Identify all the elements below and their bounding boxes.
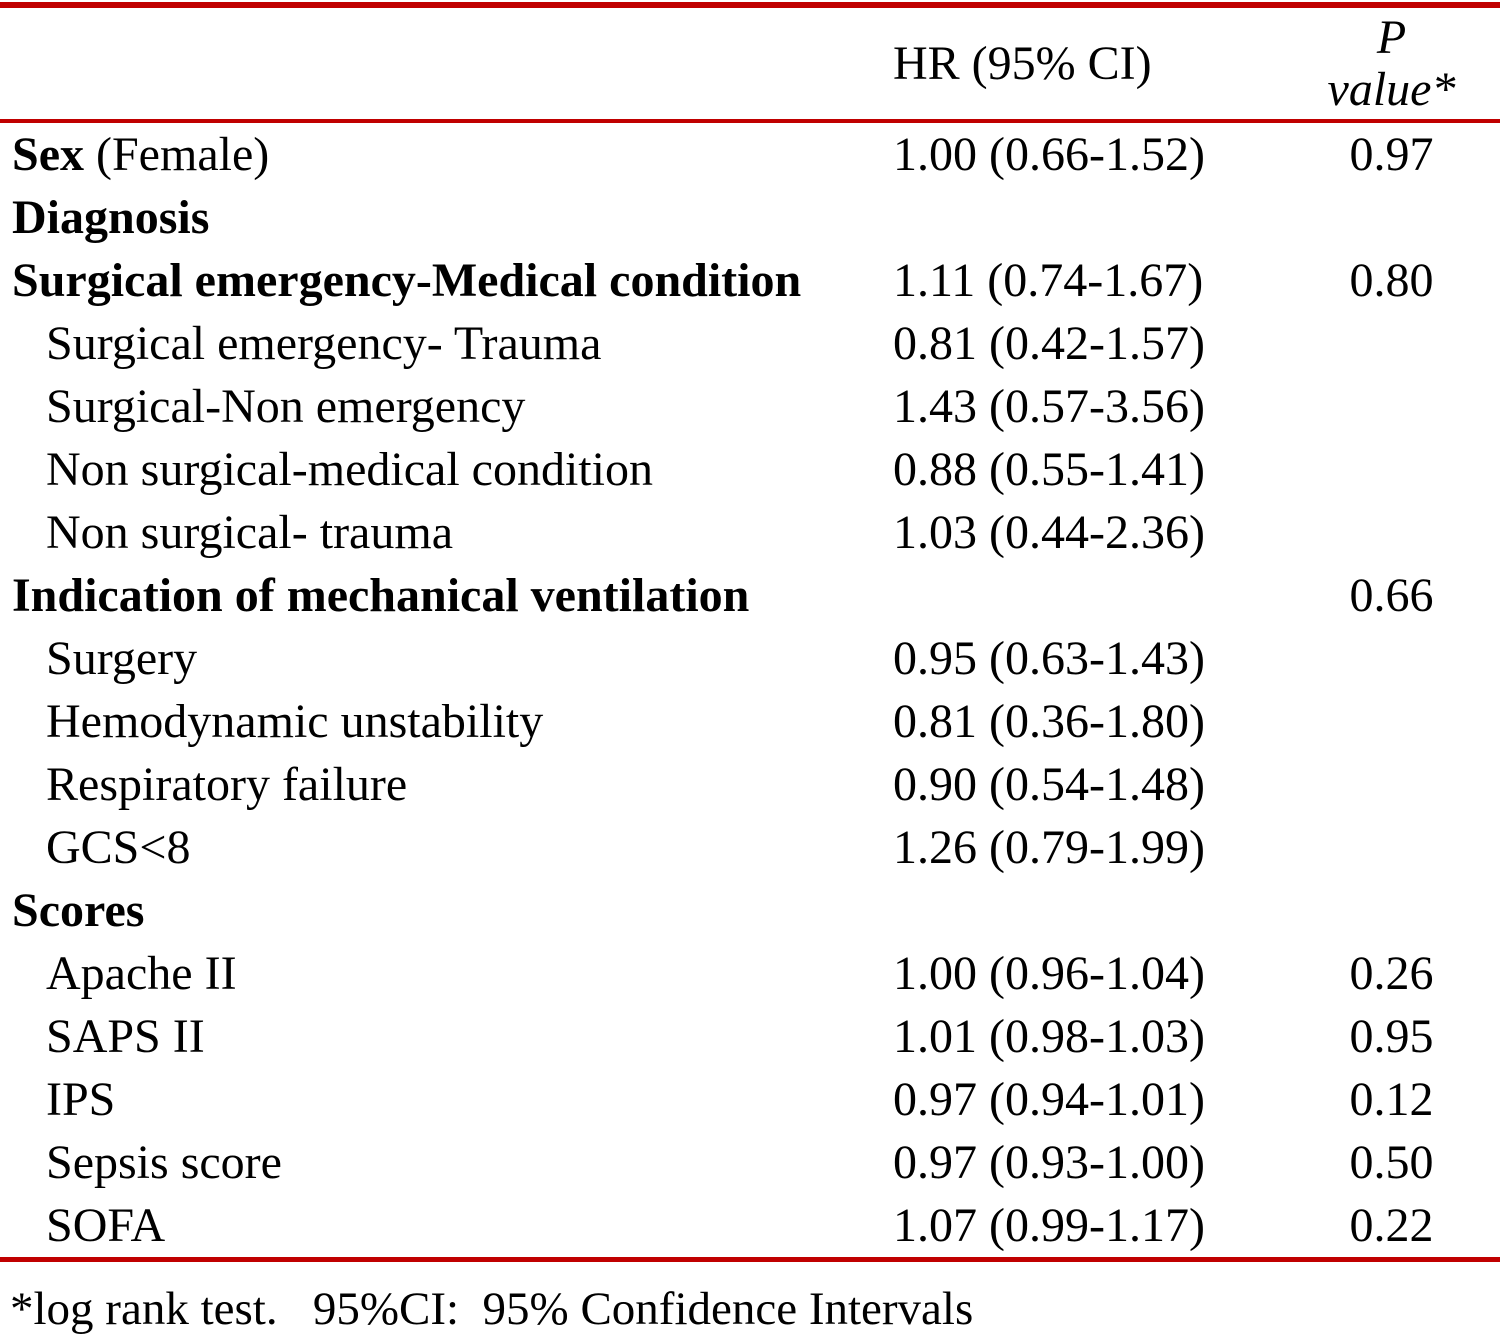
table-body: Sex (Female) 1.00 (0.66-1.52) 0.97 Diagn… xyxy=(0,123,1500,1257)
hr-value: 1.26 (0.79-1.99) xyxy=(893,821,1205,874)
hr-value: 0.90 (0.54-1.48) xyxy=(893,758,1205,811)
row-label: SAPS II xyxy=(46,1010,205,1063)
hr-value: 1.01 (0.98-1.03) xyxy=(893,1010,1205,1063)
p-value: 0.95 xyxy=(1349,1010,1434,1063)
hr-value: 0.97 (0.93-1.00) xyxy=(893,1136,1205,1189)
table-header-row: HR (95% CI) P value* xyxy=(0,8,1500,119)
p-value: 0.12 xyxy=(1349,1073,1434,1126)
row-label: Surgical-Non emergency xyxy=(46,380,526,433)
row-label-bold: Sex xyxy=(12,128,84,181)
table-row-saps-ii: SAPS II 1.01 (0.98-1.03) 0.95 xyxy=(0,1005,1500,1068)
row-label: Non surgical-medical condition xyxy=(46,443,653,496)
p-value: 0.80 xyxy=(1349,254,1434,307)
row-label: IPS xyxy=(46,1073,116,1126)
p-value: 0.97 xyxy=(1349,128,1434,181)
hr-value: 1.43 (0.57-3.56) xyxy=(893,380,1205,433)
row-label: Apache II xyxy=(46,947,237,1000)
hr-value: 0.97 (0.94-1.01) xyxy=(893,1073,1205,1126)
table-row-indication-mechanical-ventilation: Indication of mechanical ventilation 0.6… xyxy=(0,564,1500,627)
table-row-scores: Scores xyxy=(0,879,1500,942)
top-rule xyxy=(0,2,1500,8)
row-label: Surgical emergency-Medical condition xyxy=(12,254,802,307)
p-header-line2: value* xyxy=(1327,62,1456,116)
row-label: Surgery xyxy=(46,632,198,685)
hr-value: 0.81 (0.36-1.80) xyxy=(893,695,1205,748)
bottom-rule xyxy=(0,1257,1500,1262)
row-label: Scores xyxy=(12,884,145,937)
row-label: Surgical emergency- Trauma xyxy=(46,317,602,370)
hr-column-header: HR (95% CI) xyxy=(893,37,1152,90)
hr-value: 1.03 (0.44-2.36) xyxy=(893,506,1205,559)
p-header-line1: P xyxy=(1376,10,1407,64)
p-value: 0.50 xyxy=(1349,1136,1434,1189)
p-value: 0.66 xyxy=(1349,569,1434,622)
hr-value: 0.95 (0.63-1.43) xyxy=(893,632,1205,685)
table-row-surgical-emergency-trauma: Surgical emergency- Trauma 0.81 (0.42-1.… xyxy=(0,312,1500,375)
row-label: Sex (Female) xyxy=(0,127,893,182)
p-value: 0.22 xyxy=(1349,1199,1434,1252)
table-row-sepsis-score: Sepsis score 0.97 (0.93-1.00) 0.50 xyxy=(0,1131,1500,1194)
table-row-apache-ii: Apache II 1.00 (0.96-1.04) 0.26 xyxy=(0,942,1500,1005)
hr-value: 1.11 (0.74-1.67) xyxy=(893,254,1204,307)
hr-value: 0.88 (0.55-1.41) xyxy=(893,443,1205,496)
table-row-surgical-non-emergency: Surgical-Non emergency 1.43 (0.57-3.56) xyxy=(0,375,1500,438)
table-row-respiratory-failure: Respiratory failure 0.90 (0.54-1.48) xyxy=(0,753,1500,816)
row-label: Sepsis score xyxy=(46,1136,282,1189)
p-column-header: P value* xyxy=(1283,10,1500,116)
table-row-hemodynamic-unstability: Hemodynamic unstability 0.81 (0.36-1.80) xyxy=(0,690,1500,753)
row-label-suffix: (Female) xyxy=(84,128,270,181)
row-label: SOFA xyxy=(46,1199,166,1252)
hr-value: 0.81 (0.42-1.57) xyxy=(893,317,1205,370)
hr-value: 1.07 (0.99-1.17) xyxy=(893,1199,1205,1252)
table-row-sofa: SOFA 1.07 (0.99-1.17) 0.22 xyxy=(0,1194,1500,1257)
table-row-non-surgical-medical: Non surgical-medical condition 0.88 (0.5… xyxy=(0,438,1500,501)
row-label: Non surgical- trauma xyxy=(46,506,453,559)
hr-value: 1.00 (0.66-1.52) xyxy=(893,128,1205,181)
table-row-diagnosis: Diagnosis xyxy=(0,186,1500,249)
table-row-sex: Sex (Female) 1.00 (0.66-1.52) 0.97 xyxy=(0,123,1500,186)
table-row-ips: IPS 0.97 (0.94-1.01) 0.12 xyxy=(0,1068,1500,1131)
p-value: 0.26 xyxy=(1349,947,1434,1000)
hr-value: 1.00 (0.96-1.04) xyxy=(893,947,1205,1000)
row-label: Hemodynamic unstability xyxy=(46,695,544,748)
table-row-surgery: Surgery 0.95 (0.63-1.43) xyxy=(0,627,1500,690)
row-label: Diagnosis xyxy=(12,191,210,244)
table-row-surgical-emergency-medical: Surgical emergency-Medical condition 1.1… xyxy=(0,249,1500,312)
table-row-non-surgical-trauma: Non surgical- trauma 1.03 (0.44-2.36) xyxy=(0,501,1500,564)
header-rule xyxy=(0,119,1500,123)
table-row-gcs-below-8: GCS<8 1.26 (0.79-1.99) xyxy=(0,816,1500,879)
footnote: *log rank test. 95%CI: 95% Confidence In… xyxy=(10,1283,974,1335)
row-label: Indication of mechanical ventilation xyxy=(12,569,750,622)
row-label: GCS<8 xyxy=(46,821,191,874)
row-label: Respiratory failure xyxy=(46,758,408,811)
